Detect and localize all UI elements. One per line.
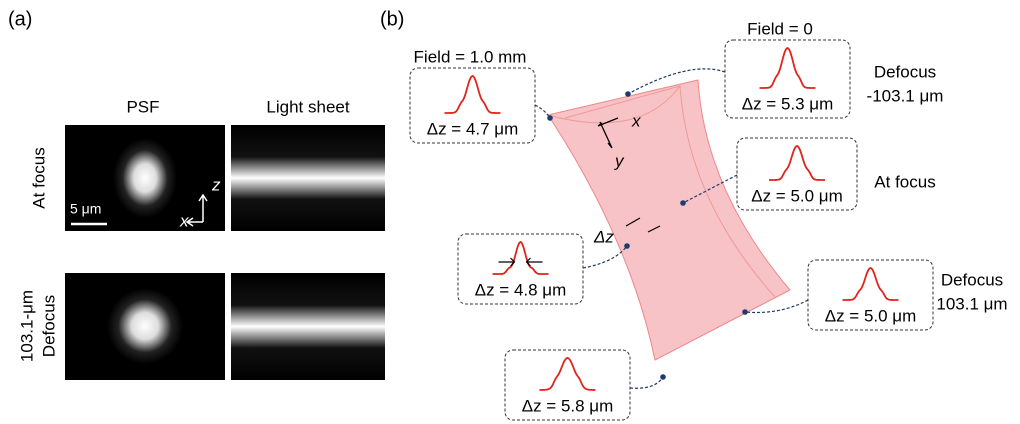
callout-label: Δz = 4.7 μm (427, 119, 519, 138)
annotation: Field = 0 (747, 19, 813, 38)
connector (535, 105, 550, 118)
annotation: -103.1 μm (867, 86, 944, 105)
sheet-image (231, 273, 385, 380)
callout-label: Δz = 5.0 μm (825, 306, 917, 325)
psf-spot (107, 288, 183, 364)
connector-dot (742, 309, 748, 315)
annotation: Field = 1.0 mm (414, 47, 527, 66)
column-title: Light sheet (266, 97, 349, 116)
scale-bar-label: 5 μm (70, 201, 101, 217)
connector-dot (624, 243, 630, 249)
row-title: 103.1-μm (17, 290, 36, 362)
connector (630, 377, 663, 388)
connector-dot (660, 374, 666, 380)
figure: (a) PSF Light sheet At focus 103.1-μm De… (0, 0, 1020, 424)
annotation: At focus (874, 172, 935, 191)
axis-label: z (211, 175, 221, 194)
callout-label: Δz = 5.0 μm (751, 186, 843, 205)
annotation: Defocus (941, 270, 1003, 289)
callout-label: Δz = 4.8 μm (475, 280, 567, 299)
axis-label: y (614, 151, 625, 170)
axis-label: x (631, 111, 641, 130)
row-title: Defocus (39, 295, 58, 357)
sheet-image (231, 125, 385, 231)
callout-label: Δz = 5.8 μm (522, 396, 614, 415)
connector-dot (625, 91, 631, 97)
annotation: 103.1 μm (936, 294, 1007, 313)
axis-label: x (179, 211, 189, 230)
column-title: PSF (126, 97, 159, 116)
row-title: At focus (29, 147, 48, 208)
panel-label: (b) (380, 8, 404, 30)
psf-spot (113, 138, 177, 218)
connector-dot (680, 200, 686, 206)
width-label: Δz (593, 227, 614, 246)
callout-label: Δz = 5.3 μm (742, 94, 834, 113)
panel-label: (a) (8, 8, 32, 30)
connector-dot (547, 115, 553, 121)
annotation: Defocus (874, 62, 936, 81)
